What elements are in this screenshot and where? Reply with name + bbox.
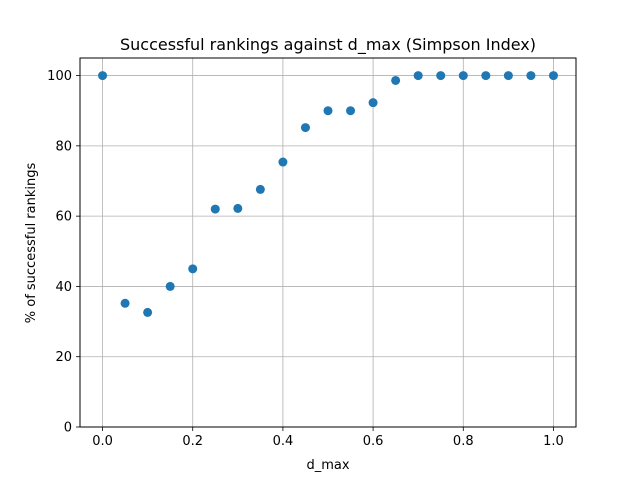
data-point: [368, 98, 378, 108]
data-point: [233, 203, 243, 213]
y-tick-label: 60: [55, 210, 72, 225]
y-tick-label: 0: [64, 421, 72, 436]
x-tick-label: 0.0: [92, 434, 113, 449]
y-axis-label: % of successful rankings: [24, 163, 39, 324]
x-tick-label: 0.4: [273, 434, 294, 449]
x-axis-label: d_max: [306, 458, 349, 473]
data-point: [300, 123, 310, 133]
data-point: [548, 71, 558, 81]
y-tick-label: 40: [55, 280, 72, 295]
chart-title: Successful rankings against d_max (Simps…: [120, 35, 536, 55]
data-point: [346, 106, 356, 116]
y-tick-label: 100: [47, 69, 72, 84]
y-tick-label: 80: [55, 139, 72, 154]
data-point: [436, 71, 446, 81]
axis-ticks: 0.0 0.2 0.4 0.6 0.8 1.0 0 20 40 60 80 100: [47, 69, 564, 449]
data-point: [526, 71, 536, 81]
x-tick-label: 0.6: [363, 434, 384, 449]
data-point: [165, 281, 175, 291]
data-point: [481, 71, 491, 81]
data-point: [413, 71, 423, 81]
data-point: [503, 71, 513, 81]
y-tick-label: 20: [55, 350, 72, 365]
data-points: [98, 71, 558, 317]
data-point: [278, 157, 288, 167]
data-point: [120, 298, 130, 308]
data-point: [210, 204, 220, 214]
x-tick-label: 1.0: [543, 434, 564, 449]
data-point: [323, 106, 333, 116]
data-point: [143, 307, 153, 317]
x-tick-label: 0.8: [453, 434, 474, 449]
data-point: [98, 71, 108, 81]
data-point: [188, 264, 198, 274]
data-point: [391, 75, 401, 85]
x-tick-label: 0.2: [182, 434, 203, 449]
axes-frame: [79, 57, 577, 428]
data-point: [255, 184, 265, 194]
data-point: [458, 71, 468, 81]
